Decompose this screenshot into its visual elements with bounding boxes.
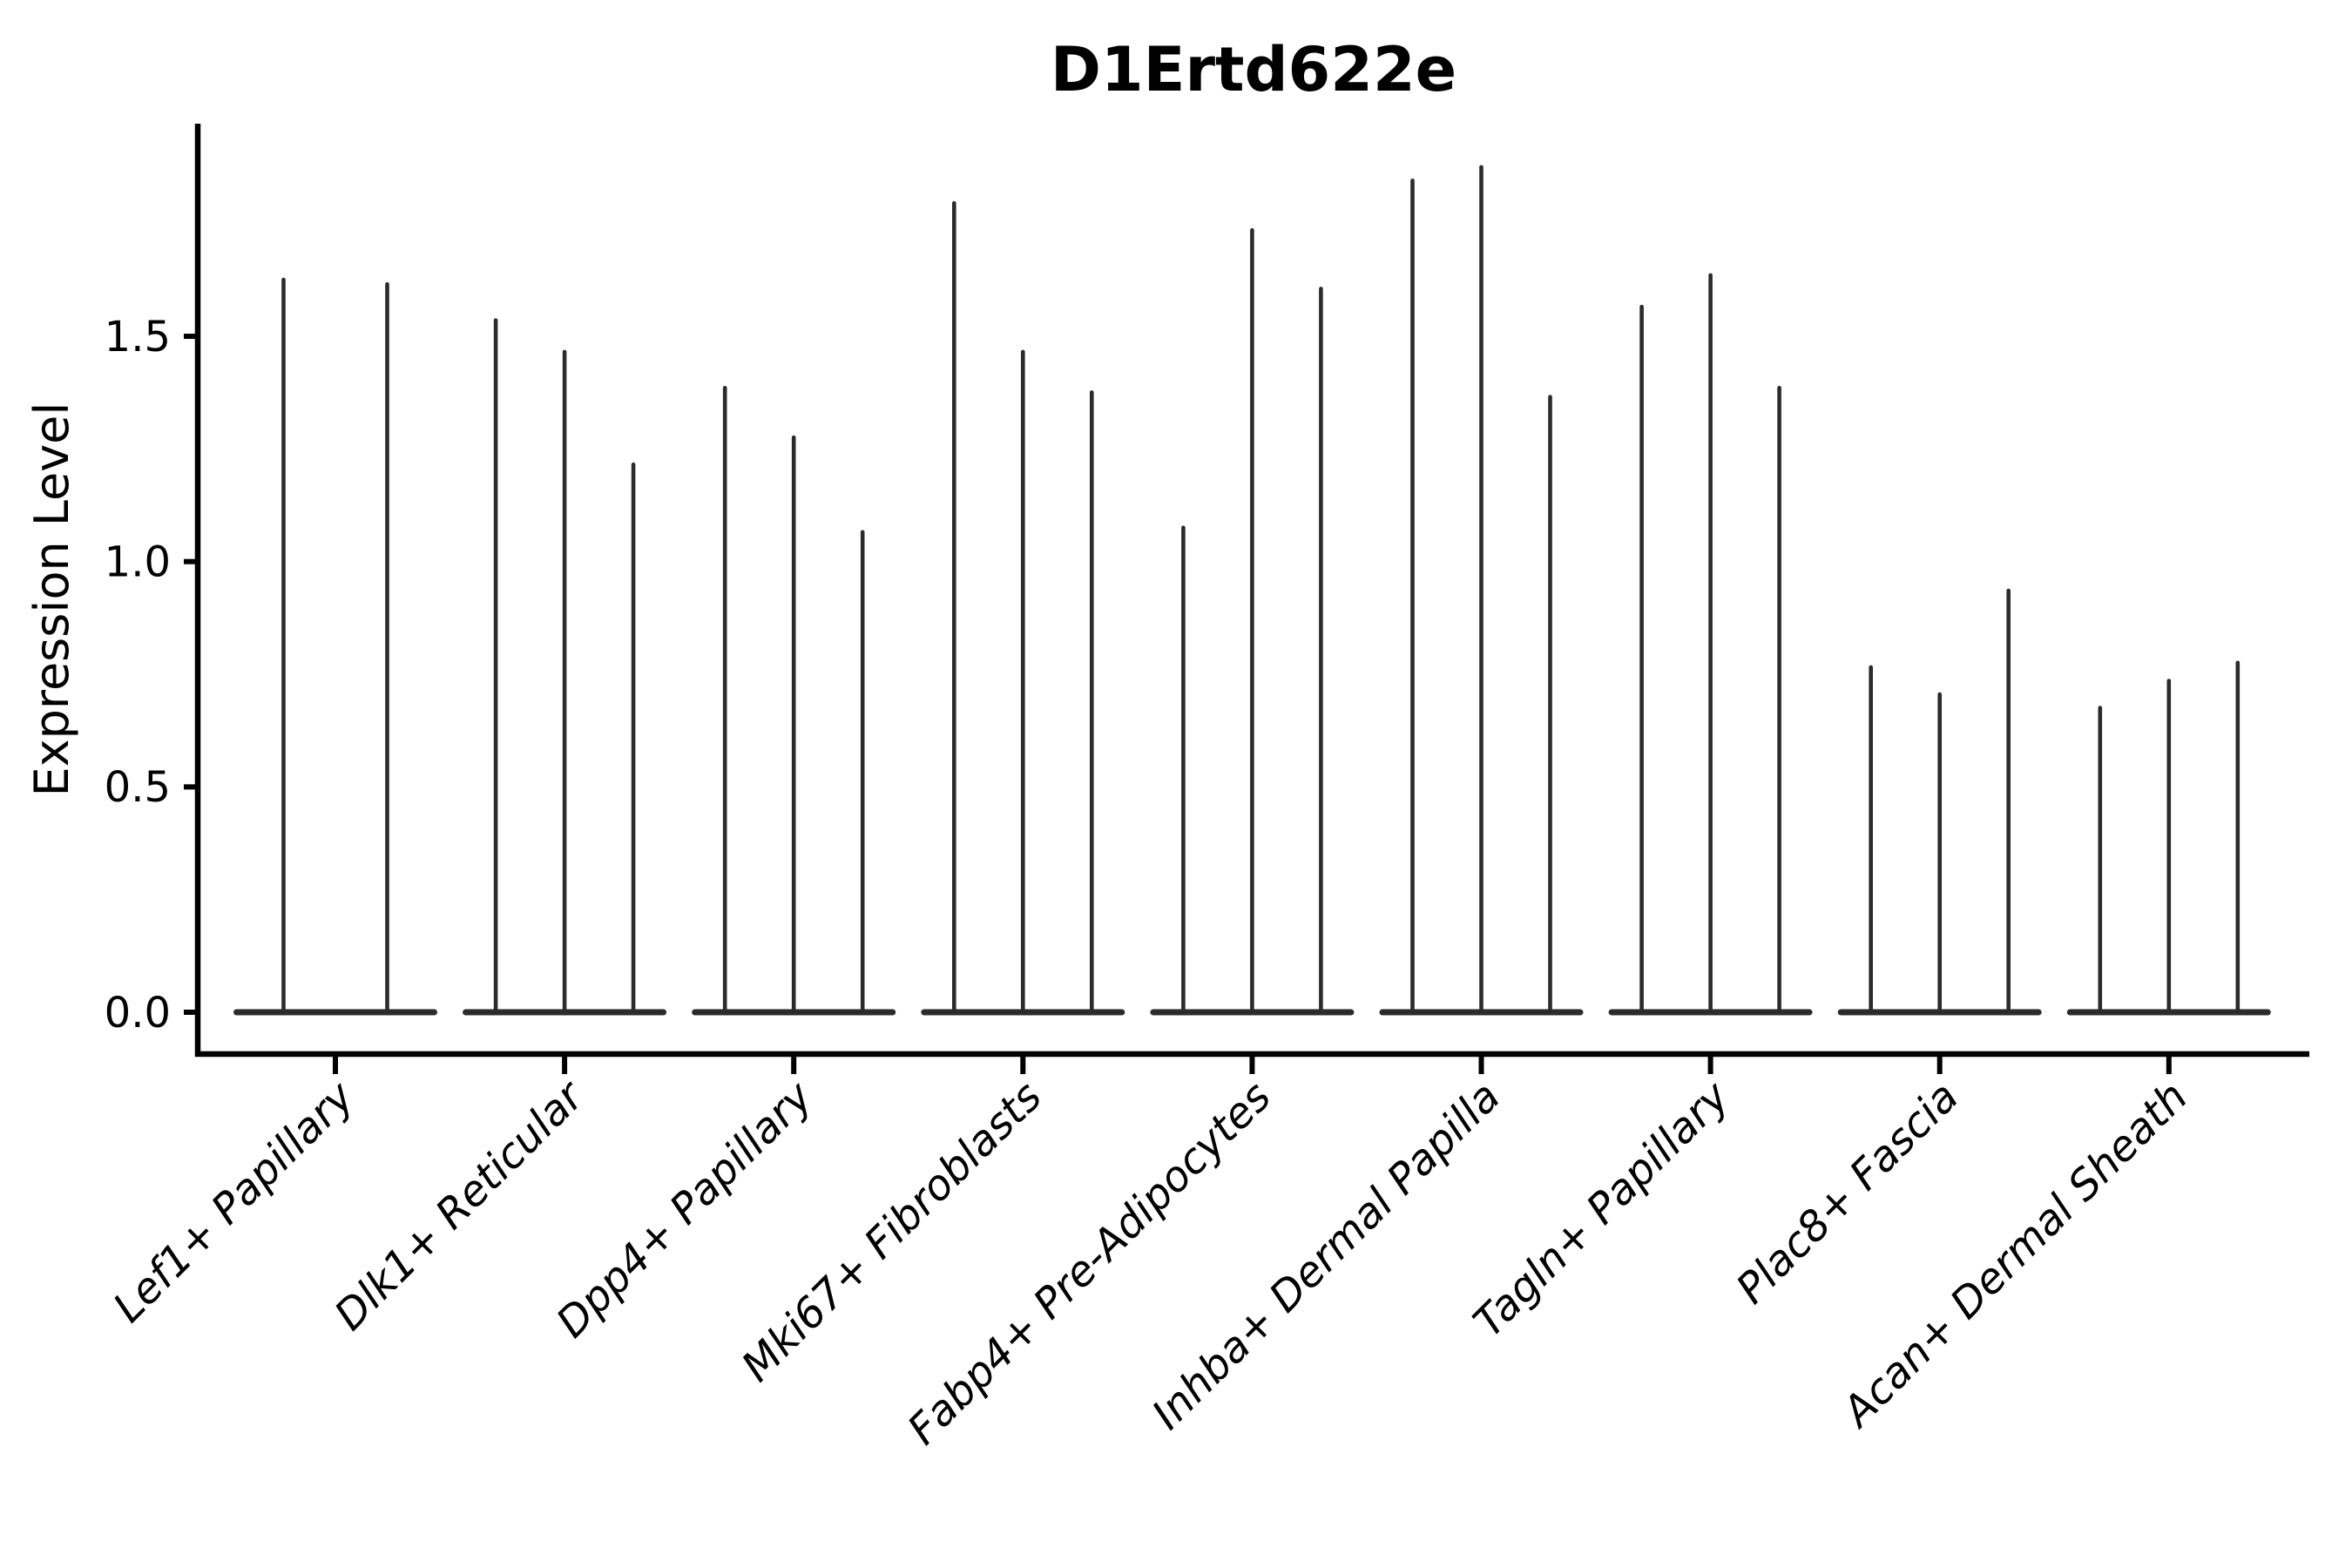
violin-group xyxy=(921,200,1125,1016)
y-axis: 0.0 0.5 1.0 1.5 xyxy=(105,124,201,1057)
y-tick-label: 0.5 xyxy=(105,763,171,812)
violin-group xyxy=(1379,165,1584,1016)
violin-group xyxy=(1837,588,2042,1016)
violin-group xyxy=(692,385,896,1016)
y-tick-label: 0.0 xyxy=(105,989,171,1037)
violin-group xyxy=(463,318,667,1016)
y-tick-label: 1.0 xyxy=(105,538,171,587)
x-tick-label: Dpp4+ Papillary xyxy=(547,1071,822,1347)
violins-layer xyxy=(233,165,2271,1016)
violin-group xyxy=(2066,660,2271,1016)
plot-title: D1Ertd622e xyxy=(1051,34,1456,105)
y-tick-label: 1.5 xyxy=(105,313,171,362)
violin-group xyxy=(1150,227,1355,1016)
y-axis-label: Expression Level xyxy=(24,402,79,797)
violin-group xyxy=(1608,273,1813,1016)
x-tick-label: Tagln+ Papillary xyxy=(1464,1071,1740,1347)
violin-group xyxy=(233,277,437,1016)
x-tick-label: Plac8+ Fascia xyxy=(1727,1072,1969,1314)
x-tick-label: Dlk1+ Reticular xyxy=(325,1071,595,1341)
x-tick-label: Lef1+ Papillary xyxy=(104,1071,364,1332)
x-tick-label: Fabp4+ Pre-Adipocytes xyxy=(898,1072,1281,1455)
